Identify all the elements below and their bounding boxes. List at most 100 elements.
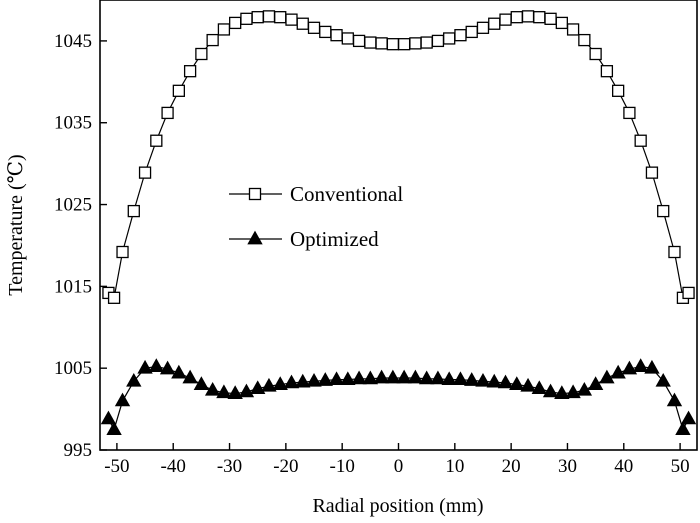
data-point bbox=[261, 377, 277, 392]
series-layer bbox=[100, 10, 697, 435]
data-point bbox=[431, 34, 445, 48]
data-point bbox=[364, 36, 377, 49]
data-point bbox=[396, 369, 412, 384]
data-point bbox=[486, 373, 502, 388]
data-point bbox=[172, 84, 185, 97]
data-point bbox=[499, 13, 512, 26]
x-tick-label: 0 bbox=[394, 456, 404, 477]
data-point bbox=[407, 369, 424, 384]
data-point bbox=[454, 29, 467, 42]
y-tick-label: 995 bbox=[64, 440, 93, 461]
data-point bbox=[409, 37, 422, 50]
x-axis-title: Radial position (mm) bbox=[312, 495, 483, 517]
series-optimized bbox=[100, 358, 697, 435]
data-point bbox=[216, 384, 232, 399]
x-tick-label: -30 bbox=[217, 456, 242, 477]
data-point bbox=[509, 376, 525, 390]
data-point bbox=[148, 358, 165, 372]
data-point bbox=[262, 10, 276, 23]
data-point bbox=[542, 383, 559, 398]
data-point bbox=[587, 376, 604, 390]
data-point bbox=[441, 371, 457, 386]
data-point bbox=[204, 381, 221, 396]
data-point bbox=[465, 25, 478, 39]
data-point bbox=[385, 369, 401, 384]
data-point bbox=[183, 65, 197, 78]
data-point bbox=[420, 36, 433, 49]
data-point bbox=[283, 374, 300, 389]
data-point bbox=[632, 358, 649, 372]
data-point bbox=[610, 364, 626, 379]
data-point bbox=[352, 34, 366, 48]
data-point bbox=[554, 385, 570, 399]
data-point bbox=[138, 166, 152, 179]
data-point bbox=[328, 371, 345, 386]
data-point bbox=[443, 32, 456, 45]
data-point bbox=[116, 245, 129, 259]
x-tick-label: -50 bbox=[104, 456, 129, 477]
x-tick-label: -10 bbox=[330, 456, 355, 477]
data-point bbox=[227, 385, 243, 399]
data-point bbox=[375, 37, 388, 50]
data-point bbox=[206, 33, 219, 47]
data-point bbox=[645, 166, 659, 179]
data-point bbox=[195, 47, 208, 61]
data-point bbox=[182, 369, 198, 384]
data-point bbox=[193, 376, 210, 390]
data-point bbox=[578, 33, 591, 47]
data-point bbox=[668, 245, 681, 259]
y-tick-label: 1035 bbox=[54, 113, 92, 134]
legend-marker bbox=[248, 187, 262, 201]
data-point bbox=[114, 392, 131, 407]
data-point bbox=[137, 359, 153, 374]
data-point bbox=[612, 84, 625, 97]
data-point bbox=[452, 371, 469, 386]
data-point bbox=[250, 380, 266, 395]
data-point bbox=[531, 380, 547, 395]
y-tick-label: 1025 bbox=[54, 195, 92, 216]
x-tick-label: 10 bbox=[445, 456, 464, 477]
data-point bbox=[106, 421, 122, 435]
data-point bbox=[341, 32, 354, 45]
data-point bbox=[655, 372, 671, 387]
legend-label: Optimized bbox=[290, 227, 379, 251]
data-point bbox=[657, 204, 670, 218]
x-tick-label: -20 bbox=[273, 456, 298, 477]
data-point bbox=[240, 12, 253, 25]
data-point bbox=[386, 38, 400, 51]
x-tick-label: 40 bbox=[614, 456, 633, 477]
data-point bbox=[565, 384, 581, 399]
data-point bbox=[599, 369, 615, 384]
data-point bbox=[319, 25, 332, 39]
data-point bbox=[251, 11, 264, 24]
data-point bbox=[150, 134, 163, 147]
data-point bbox=[296, 17, 309, 30]
data-point bbox=[544, 12, 557, 25]
data-point bbox=[682, 286, 695, 300]
data-point bbox=[475, 372, 491, 387]
data-point bbox=[171, 364, 187, 379]
data-point bbox=[159, 360, 176, 375]
data-point bbox=[317, 372, 333, 386]
legend-marker bbox=[247, 230, 263, 245]
data-point bbox=[566, 23, 580, 36]
data-point bbox=[488, 17, 501, 30]
series-conventional bbox=[102, 10, 695, 304]
x-tick-label: -40 bbox=[161, 456, 186, 477]
data-point bbox=[589, 47, 602, 61]
data-point bbox=[373, 369, 390, 384]
data-point bbox=[521, 10, 535, 23]
data-point bbox=[644, 359, 660, 374]
x-tick-label: 20 bbox=[502, 456, 521, 477]
data-point bbox=[307, 21, 321, 34]
legend: Conventional Optimized bbox=[229, 182, 403, 251]
data-point bbox=[217, 23, 231, 36]
data-point bbox=[362, 370, 379, 385]
data-point bbox=[576, 381, 593, 396]
data-point bbox=[430, 370, 446, 385]
data-point bbox=[285, 13, 298, 26]
y-tick-label: 1015 bbox=[54, 276, 92, 297]
data-point bbox=[476, 21, 490, 34]
data-point bbox=[272, 376, 288, 390]
